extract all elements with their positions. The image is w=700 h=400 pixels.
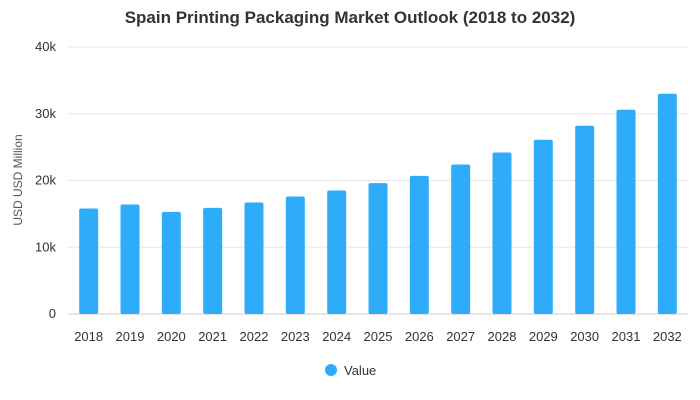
x-tick-label: 2025 <box>364 329 393 344</box>
legend[interactable]: Value <box>325 363 376 378</box>
legend-swatch <box>325 364 337 376</box>
chart-title: Spain Printing Packaging Market Outlook … <box>124 8 576 27</box>
bar-2021[interactable] <box>203 207 223 314</box>
bar-2026[interactable] <box>409 175 429 314</box>
y-tick-label: 20k <box>35 173 56 188</box>
x-tick-label: 2028 <box>488 329 517 344</box>
y-tick-label: 10k <box>35 239 56 254</box>
bar-2028[interactable] <box>492 152 512 314</box>
x-tick-label: 2022 <box>240 329 269 344</box>
y-tick-label: 40k <box>35 39 56 54</box>
bar-2030[interactable] <box>575 125 595 314</box>
x-tick-label: 2032 <box>653 329 682 344</box>
y-tick-label: 0 <box>49 306 56 321</box>
bar-2023[interactable] <box>285 196 305 314</box>
y-axis-ticks: 0 10k 20k 30k 40k <box>35 39 56 321</box>
x-tick-label: 2030 <box>570 329 599 344</box>
bars <box>79 93 677 315</box>
x-tick-label: 2029 <box>529 329 558 344</box>
bar-2029[interactable] <box>533 139 553 314</box>
x-tick-label: 2026 <box>405 329 434 344</box>
x-tick-label: 2023 <box>281 329 310 344</box>
x-tick-label: 2019 <box>116 329 145 344</box>
x-tick-label: 2018 <box>74 329 103 344</box>
y-axis-title: USD USD Million <box>11 134 25 225</box>
y-tick-label: 30k <box>35 106 56 121</box>
bar-2031[interactable] <box>616 109 636 315</box>
legend-label: Value <box>344 363 376 378</box>
bar-2020[interactable] <box>161 211 181 314</box>
bar-2018[interactable] <box>79 208 99 314</box>
bar-2025[interactable] <box>368 183 388 314</box>
x-tick-label: 2024 <box>322 329 351 344</box>
x-axis-ticks: 2018 2019 2020 2021 2022 2023 2024 2025 2026 2027… <box>74 329 682 344</box>
bar-2024[interactable] <box>327 190 347 314</box>
bar-2032[interactable] <box>657 93 677 314</box>
x-tick-label: 2031 <box>612 329 641 344</box>
bar-2019[interactable] <box>120 204 140 314</box>
bar-2027[interactable] <box>451 164 471 314</box>
x-tick-label: 2027 <box>446 329 475 344</box>
x-tick-label: 2021 <box>198 329 227 344</box>
bar-2022[interactable] <box>244 202 264 314</box>
x-tick-label: 2020 <box>157 329 186 344</box>
